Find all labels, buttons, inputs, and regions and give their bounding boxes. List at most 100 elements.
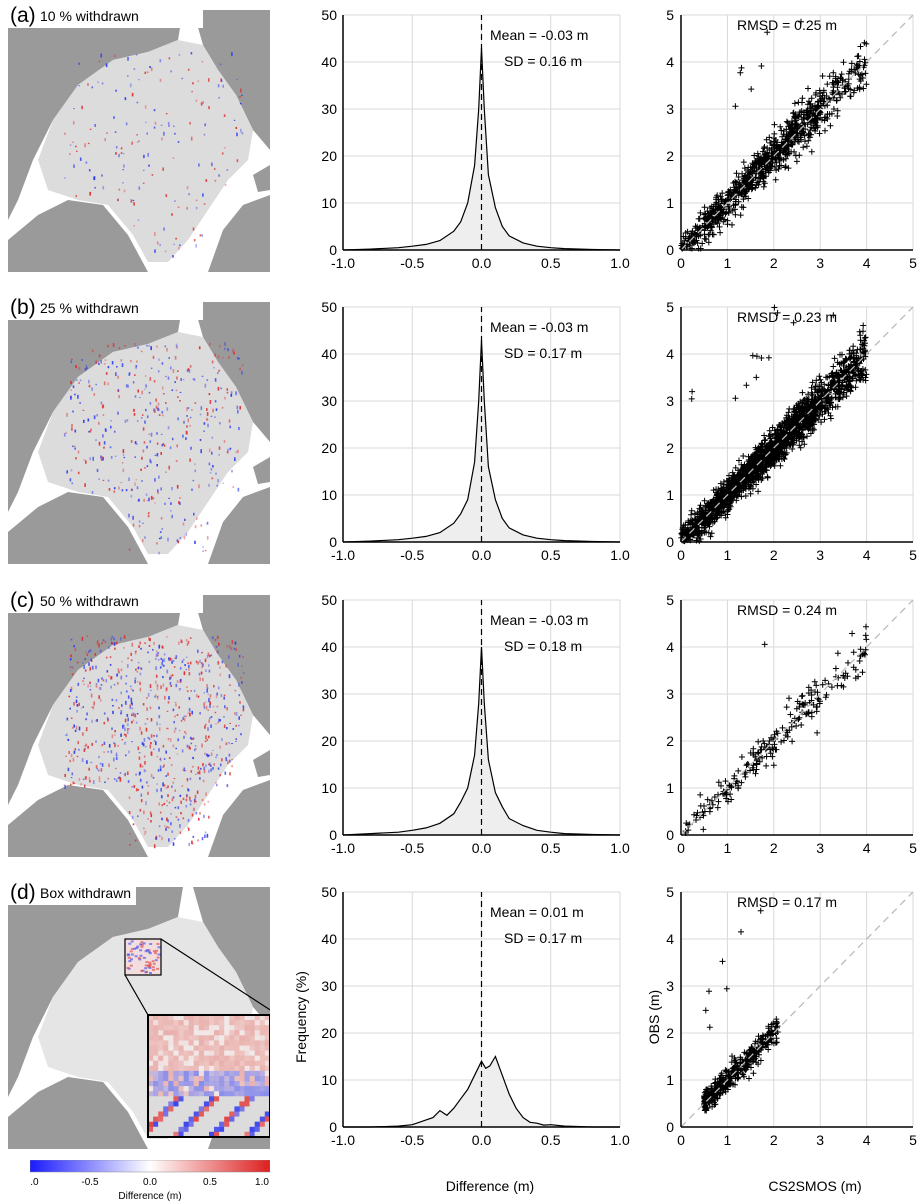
difference-pixel — [125, 675, 128, 677]
x-tick-label: 4 — [863, 1132, 871, 1148]
difference-pixel — [217, 479, 219, 483]
difference-pixel — [92, 665, 94, 670]
difference-pixel — [124, 718, 127, 723]
y-tick-label: 3 — [666, 101, 674, 117]
difference-pixel — [150, 718, 153, 722]
land-mass — [8, 595, 183, 805]
difference-pixel — [188, 369, 191, 373]
y-tick-label: 0 — [329, 1119, 337, 1135]
difference-pixel — [189, 458, 191, 462]
difference-pixel — [202, 546, 204, 548]
difference-pixel — [237, 662, 239, 667]
difference-pixel — [206, 408, 208, 411]
difference-pixel — [197, 695, 200, 698]
difference-pixel — [138, 498, 140, 502]
difference-pixel — [83, 677, 85, 680]
difference-pixel — [94, 124, 96, 127]
y-tick-label: 50 — [321, 7, 337, 23]
difference-pixel — [187, 407, 190, 409]
difference-pixel — [146, 718, 149, 720]
difference-pixel — [216, 705, 219, 708]
difference-pixel — [99, 698, 102, 702]
difference-pixel — [97, 81, 99, 83]
difference-pixel — [219, 666, 221, 669]
difference-pixel — [84, 368, 87, 371]
difference-pixel — [118, 153, 120, 158]
difference-pixel — [66, 717, 69, 721]
sd-annotation: SD = 0.16 m — [504, 53, 582, 69]
difference-pixel — [142, 449, 145, 453]
difference-pixel — [153, 641, 155, 645]
difference-pixel — [90, 658, 92, 662]
difference-pixel — [239, 96, 241, 98]
difference-pixel — [165, 471, 167, 473]
difference-pixel — [181, 640, 183, 644]
difference-pixel — [136, 486, 139, 490]
difference-pixel — [100, 455, 102, 459]
difference-pixel — [162, 782, 164, 787]
difference-pixel — [123, 164, 125, 168]
difference-pixel — [185, 805, 188, 808]
difference-pixel — [185, 532, 188, 537]
difference-pixel — [161, 137, 163, 141]
y-tick-label: 10 — [321, 487, 337, 503]
difference-pixel — [205, 792, 207, 797]
difference-pixel — [219, 673, 222, 677]
difference-pixel — [212, 408, 214, 413]
difference-pixel — [74, 648, 77, 652]
difference-pixel — [142, 703, 145, 706]
y-tick-label: 4 — [666, 346, 674, 362]
difference-pixel — [127, 780, 130, 783]
difference-pixel — [209, 694, 212, 698]
difference-pixel — [125, 754, 127, 757]
difference-pixel — [223, 147, 226, 149]
difference-pixel — [170, 822, 172, 826]
difference-pixel — [214, 378, 217, 382]
x-tick-label: 4 — [863, 840, 871, 856]
difference-pixel — [225, 742, 228, 746]
land-mass — [8, 887, 183, 1097]
difference-pixel — [103, 721, 106, 725]
difference-pixel — [110, 420, 112, 422]
difference-pixel — [190, 800, 192, 803]
difference-pixel — [96, 640, 99, 645]
difference-pixel — [104, 428, 107, 432]
difference-pixel — [197, 771, 199, 775]
difference-pixel — [63, 433, 66, 437]
y-tick-label: 1 — [666, 195, 674, 211]
difference-pixel — [158, 715, 161, 719]
difference-pixel — [238, 683, 240, 687]
difference-pixel — [125, 384, 128, 388]
difference-pixel — [142, 427, 145, 431]
difference-pixel — [204, 383, 207, 386]
difference-pixel — [166, 799, 168, 802]
difference-pixel — [129, 83, 132, 88]
difference-pixel — [163, 393, 165, 395]
colorbar-tick: -1.0 — [30, 1177, 39, 1188]
difference-pixel — [164, 825, 166, 827]
difference-pixel — [84, 745, 86, 747]
difference-pixel — [89, 681, 91, 685]
difference-pixel — [84, 483, 86, 487]
difference-pixel — [161, 386, 164, 390]
difference-pixel — [188, 697, 191, 700]
difference-pixel — [194, 794, 197, 799]
difference-pixel — [92, 705, 95, 710]
difference-pixel — [160, 657, 163, 660]
difference-pixel — [217, 767, 220, 770]
difference-pixel — [67, 738, 70, 741]
difference-pixel — [231, 52, 233, 57]
difference-pixel — [212, 749, 214, 751]
difference-pixel — [199, 659, 201, 663]
difference-pixel — [114, 131, 117, 133]
difference-pixel — [177, 140, 180, 143]
difference-pixel — [224, 705, 226, 709]
difference-pixel — [185, 732, 187, 735]
difference-pixel — [232, 486, 235, 488]
difference-pixel — [231, 640, 234, 645]
sd-annotation: SD = 0.18 m — [504, 638, 582, 654]
difference-pixel — [175, 683, 178, 688]
difference-pixel — [98, 755, 100, 759]
difference-pixel — [104, 640, 107, 643]
difference-pixel — [171, 437, 174, 441]
